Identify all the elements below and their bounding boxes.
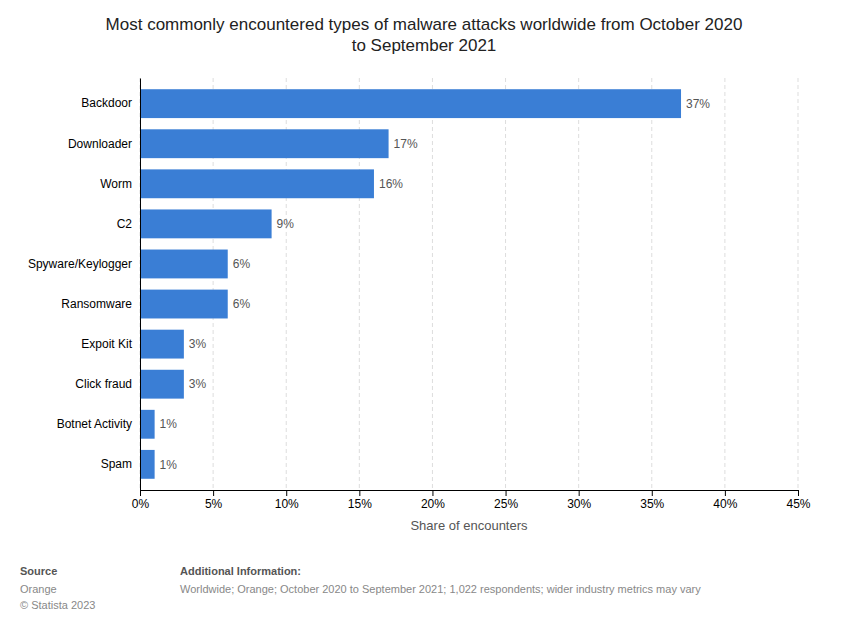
x-tick-label: 45% xyxy=(786,497,810,511)
x-tick: 30% xyxy=(567,490,591,511)
bar xyxy=(140,129,389,158)
x-tick-mark xyxy=(432,490,433,496)
x-tick: 15% xyxy=(348,490,372,511)
y-tick: Downloader xyxy=(68,137,140,151)
annotation: Additional Information: xyxy=(180,565,301,577)
text-line: Worldwide; Orange; October 2020 to Septe… xyxy=(180,583,701,595)
y-tick: Ransomware xyxy=(61,297,140,311)
y-tick-label: Worm xyxy=(100,177,132,191)
bar xyxy=(140,209,272,238)
annotation: Orange © Statista 2023 xyxy=(20,583,95,611)
data-label: 6% xyxy=(233,297,251,311)
bar xyxy=(140,290,228,319)
grid-line xyxy=(432,78,433,490)
y-tick-label: Spam xyxy=(101,457,132,471)
x-axis: 0% 5% 10% 15% 20% 25% 30% 35% 40% 45% xyxy=(132,490,811,511)
x-tick-label: 25% xyxy=(494,497,518,511)
data-label: 17% xyxy=(394,137,418,151)
y-tick-label: C2 xyxy=(117,217,133,231)
text-line: © Statista 2023 xyxy=(20,599,95,611)
y-tick-label: Botnet Activity xyxy=(57,417,132,431)
y-axis: Spam Botnet Activity Click fraud Expoit Kit… xyxy=(28,79,141,491)
y-tick: Worm xyxy=(100,177,140,191)
y-tick: Click fraud xyxy=(75,377,140,391)
x-tick: 10% xyxy=(275,490,299,511)
x-tick-mark xyxy=(140,490,141,496)
bar xyxy=(140,450,155,479)
x-tick: 20% xyxy=(421,490,445,511)
x-tick-mark xyxy=(725,490,726,496)
grid xyxy=(140,78,798,490)
title: Most commonly encountered types of malwa… xyxy=(106,15,743,55)
x-tick-mark xyxy=(359,490,360,496)
bars xyxy=(140,89,681,479)
grid-line xyxy=(651,78,652,490)
data-label: 1% xyxy=(160,417,178,431)
grid-line xyxy=(140,78,141,490)
y-tick-label: Click fraud xyxy=(75,377,132,391)
bar xyxy=(140,410,155,439)
x-tick: 35% xyxy=(640,490,664,511)
text-line: to September 2021 xyxy=(352,36,497,55)
x-axis-title: Share of encounters xyxy=(410,518,528,533)
x-tick-mark xyxy=(286,490,287,496)
data-label: 1% xyxy=(160,458,178,472)
x-tick-mark xyxy=(579,490,580,496)
y-tick: C2 xyxy=(117,217,140,231)
grid-line xyxy=(505,78,506,490)
y-tick: Backdoor xyxy=(81,96,140,110)
bar xyxy=(140,169,374,198)
x-tick: 0% xyxy=(132,490,150,511)
grid-line xyxy=(798,78,799,490)
text-line: Most commonly encountered types of malwa… xyxy=(106,15,743,34)
y-tick-label: Downloader xyxy=(68,137,132,151)
text-line: Source xyxy=(20,565,57,577)
grid-line xyxy=(724,78,725,490)
data-labels: 1% 1% 3% 3% 6% 6% 9% 16% 17% 37% xyxy=(160,97,711,472)
x-tick-mark xyxy=(506,490,507,496)
x-tick-label: 0% xyxy=(132,497,150,511)
x-tick-label: 30% xyxy=(567,497,591,511)
x-tick: 25% xyxy=(494,490,518,511)
bar xyxy=(140,89,681,118)
data-label: 6% xyxy=(233,257,251,271)
annotation: Worldwide; Orange; October 2020 to Septe… xyxy=(180,583,701,595)
plot: 0% 5% 10% 15% 20% 25% 30% 35% 40% 45% Spam Botnet A… xyxy=(28,78,811,533)
x-tick-mark xyxy=(798,490,799,496)
grid-line xyxy=(578,78,579,490)
annotation: Source xyxy=(20,565,57,577)
x-tick-label: 35% xyxy=(640,497,664,511)
y-axis-line xyxy=(140,79,141,491)
x-tick-label: 5% xyxy=(205,497,223,511)
y-tick: Botnet Activity xyxy=(57,417,140,431)
x-tick-mark xyxy=(213,490,214,496)
x-tick-label: 15% xyxy=(348,497,372,511)
data-label: 3% xyxy=(189,337,207,351)
data-label: 9% xyxy=(277,217,295,231)
x-tick: 5% xyxy=(205,490,223,511)
y-tick-label: Backdoor xyxy=(81,96,132,110)
bar xyxy=(140,330,184,359)
x-tick-label: 40% xyxy=(713,497,737,511)
y-tick-label: Expoit Kit xyxy=(81,337,132,351)
text-line: Orange xyxy=(20,583,57,595)
data-label: 16% xyxy=(379,177,403,191)
data-label: 37% xyxy=(686,97,710,111)
text-line: Additional Information: xyxy=(180,565,301,577)
chart: Most commonly encountered types of malwa… xyxy=(0,0,848,630)
y-tick: Expoit Kit xyxy=(81,337,140,351)
y-tick: Spyware/Keylogger xyxy=(28,257,140,271)
y-tick: Spam xyxy=(101,457,140,471)
x-tick: 40% xyxy=(713,490,737,511)
x-axis-line xyxy=(141,491,799,497)
x-tick-label: 10% xyxy=(275,497,299,511)
x-tick-label: 20% xyxy=(421,497,445,511)
bar xyxy=(140,370,184,399)
data-label: 3% xyxy=(189,377,207,391)
x-tick-mark xyxy=(652,490,653,496)
y-tick-label: Spyware/Keylogger xyxy=(28,257,132,271)
y-tick-label: Ransomware xyxy=(61,297,132,311)
bar xyxy=(140,250,228,279)
x-tick: 45% xyxy=(786,490,810,511)
